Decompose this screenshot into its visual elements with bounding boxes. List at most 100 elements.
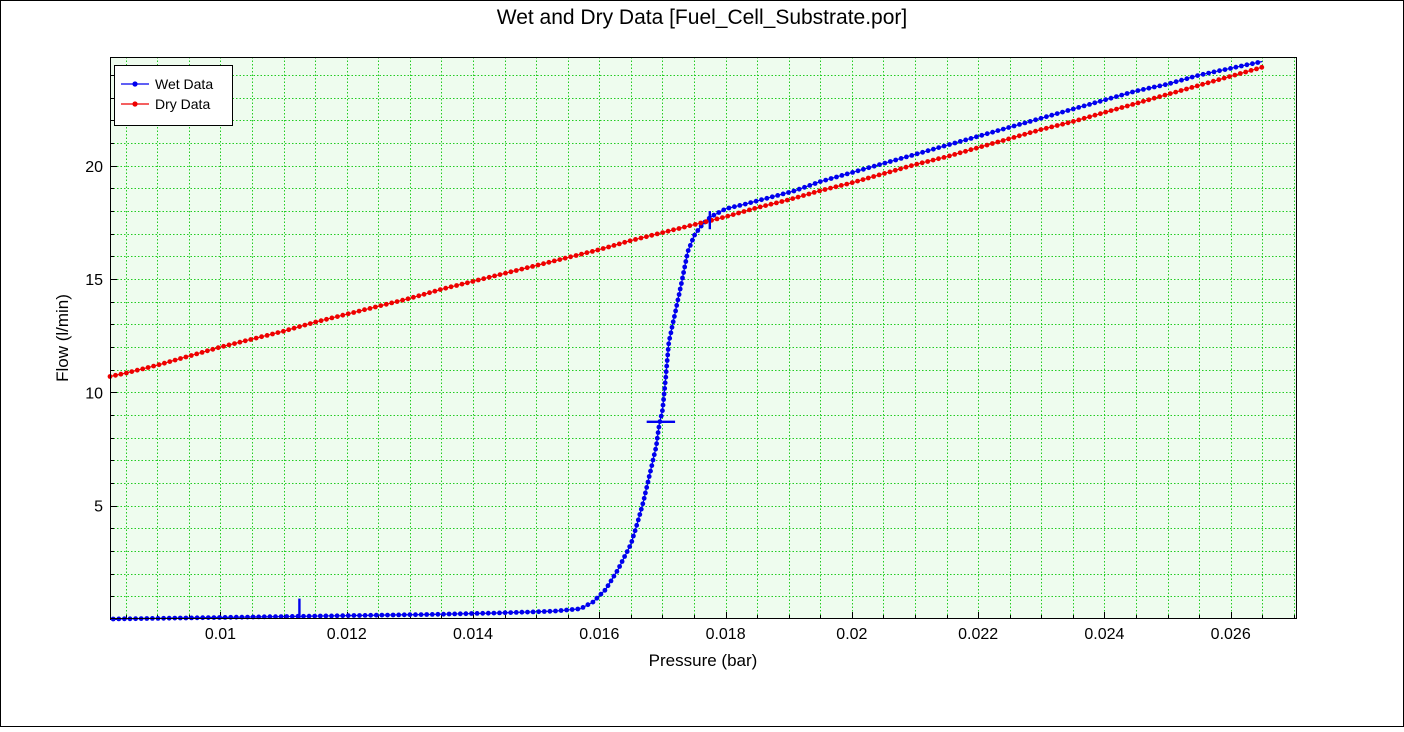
data-point bbox=[909, 153, 915, 158]
data-point bbox=[1070, 106, 1076, 112]
data-point bbox=[1087, 114, 1092, 120]
data-point bbox=[1162, 92, 1168, 98]
data-point bbox=[340, 312, 346, 318]
data-point bbox=[389, 300, 395, 306]
grid bbox=[110, 57, 1297, 619]
data-point bbox=[676, 292, 682, 297]
data-point bbox=[367, 306, 373, 311]
data-point bbox=[492, 273, 497, 279]
data-point bbox=[340, 613, 346, 619]
legend-dry-label: Dry Data bbox=[155, 96, 210, 112]
series-1 bbox=[107, 64, 1265, 379]
data-point bbox=[1060, 109, 1065, 115]
data-point bbox=[670, 319, 676, 325]
data-point bbox=[633, 237, 638, 242]
data-point bbox=[665, 352, 671, 358]
data-point bbox=[1097, 98, 1103, 104]
data-point bbox=[774, 200, 779, 206]
data-point bbox=[1114, 94, 1119, 99]
data-point bbox=[162, 360, 167, 366]
data-point bbox=[742, 201, 748, 207]
data-point bbox=[658, 413, 664, 419]
data-point bbox=[1065, 108, 1071, 113]
data-point bbox=[643, 490, 648, 496]
data-point bbox=[267, 614, 273, 620]
data-point bbox=[278, 614, 284, 619]
data-point bbox=[817, 179, 823, 185]
data-point bbox=[624, 549, 630, 554]
data-point bbox=[474, 611, 480, 616]
data-point bbox=[663, 374, 669, 380]
data-point bbox=[616, 241, 622, 247]
data-point bbox=[1022, 120, 1028, 126]
data-point bbox=[475, 277, 481, 283]
data-point bbox=[650, 457, 656, 463]
data-point bbox=[664, 363, 670, 369]
data-point bbox=[602, 587, 608, 593]
data-point bbox=[1200, 71, 1206, 77]
data-point bbox=[1060, 121, 1065, 127]
data-point bbox=[882, 160, 888, 166]
data-point bbox=[695, 228, 701, 233]
data-point bbox=[134, 367, 140, 373]
data-point bbox=[301, 613, 306, 619]
data-point bbox=[1130, 102, 1136, 107]
data-point bbox=[1027, 119, 1033, 124]
data-point bbox=[329, 315, 335, 321]
data-point bbox=[1033, 128, 1038, 134]
data-point bbox=[974, 134, 979, 140]
data-point bbox=[485, 610, 491, 616]
x-tick-label: 0.01 bbox=[205, 626, 236, 643]
data-point bbox=[1135, 100, 1141, 106]
data-point bbox=[676, 226, 682, 231]
data-point bbox=[167, 359, 173, 364]
data-point bbox=[317, 613, 323, 619]
data-point bbox=[711, 212, 717, 218]
data-point bbox=[313, 319, 319, 325]
data-point bbox=[952, 152, 958, 157]
data-point bbox=[653, 446, 658, 452]
data-point bbox=[871, 174, 877, 179]
data-point bbox=[291, 325, 297, 331]
data-point bbox=[448, 284, 454, 290]
data-point bbox=[1054, 111, 1060, 116]
data-point bbox=[730, 212, 736, 218]
data-point bbox=[769, 194, 775, 200]
x-tick-label: 0.026 bbox=[1211, 626, 1251, 643]
data-point bbox=[306, 613, 312, 619]
data-point bbox=[302, 322, 308, 328]
data-point bbox=[242, 338, 248, 344]
data-point bbox=[486, 274, 492, 280]
data-point bbox=[684, 253, 690, 259]
data-point bbox=[844, 171, 850, 177]
data-point bbox=[634, 522, 640, 528]
data-point bbox=[1043, 125, 1049, 131]
data-point bbox=[140, 366, 146, 372]
data-point bbox=[1038, 115, 1044, 121]
data-point bbox=[685, 248, 691, 254]
data-point bbox=[491, 610, 497, 616]
data-point bbox=[1237, 71, 1243, 76]
data-point bbox=[432, 288, 438, 294]
data-point bbox=[660, 402, 666, 408]
data-point bbox=[118, 371, 124, 377]
data-point bbox=[757, 204, 763, 210]
data-point bbox=[459, 281, 465, 287]
data-point bbox=[651, 452, 657, 458]
data-point bbox=[429, 612, 435, 617]
data-point bbox=[638, 506, 644, 512]
data-point bbox=[936, 145, 942, 151]
data-point bbox=[680, 275, 685, 281]
data-point bbox=[400, 297, 405, 303]
y-tick-label: 10 bbox=[85, 385, 103, 402]
data-point bbox=[1011, 135, 1017, 140]
data-point bbox=[200, 615, 206, 621]
data-point bbox=[968, 136, 974, 141]
data-point bbox=[568, 254, 573, 260]
data-point bbox=[784, 197, 790, 203]
data-point bbox=[513, 610, 519, 615]
data-point bbox=[416, 293, 422, 299]
data-point bbox=[329, 613, 334, 619]
data-point bbox=[232, 341, 237, 346]
data-point bbox=[1217, 68, 1222, 74]
